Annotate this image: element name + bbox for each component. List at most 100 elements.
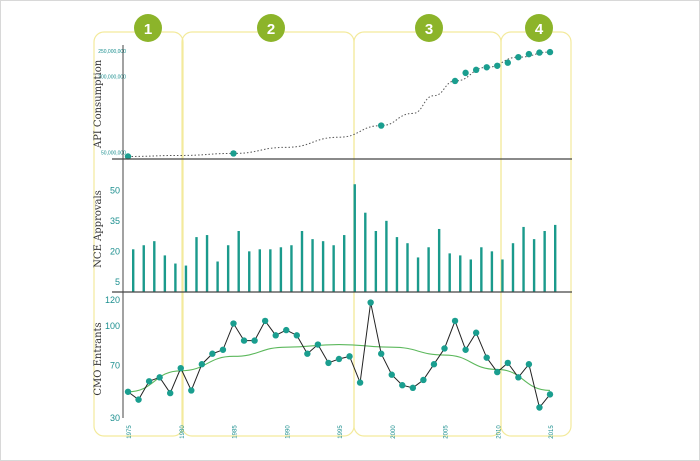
api-point	[536, 49, 543, 56]
cmo-point	[388, 371, 395, 378]
y-axis-label-api: API Consumption	[93, 59, 104, 149]
cmo-point	[293, 332, 300, 339]
phase-region-2	[181, 31, 355, 437]
nce-bar	[163, 255, 167, 292]
cmo-point	[240, 337, 248, 344]
nce-bar	[480, 247, 483, 292]
cmo-point	[536, 404, 543, 411]
cmo-point	[167, 389, 174, 397]
api-point	[124, 153, 132, 160]
cmo-point	[209, 350, 216, 357]
nce-bar	[490, 251, 494, 292]
cmo-point	[230, 320, 237, 327]
nce-bar	[269, 249, 272, 292]
nce-bar	[437, 228, 441, 292]
nce-bar	[543, 231, 546, 292]
cmo-point	[156, 374, 163, 381]
api-point	[494, 62, 501, 69]
api-point	[546, 48, 554, 56]
nce-bar	[522, 226, 525, 292]
api-y-tick: 50,000,000	[101, 150, 126, 156]
cmo-point	[409, 384, 417, 392]
phase-regions	[93, 31, 572, 437]
nce-bar	[279, 247, 283, 292]
phase-badges: 1 2 3 4	[134, 14, 553, 42]
nce-bar	[216, 261, 219, 292]
nce-bar	[469, 259, 472, 292]
nce-bar	[248, 251, 251, 292]
cmo-point	[261, 317, 269, 325]
phase-badge-1	[134, 14, 162, 42]
phase-badge-label-3: 3	[425, 21, 433, 38]
cmo-x-tick: 2005	[444, 425, 450, 439]
cmo-point	[504, 359, 511, 367]
cmo-point	[314, 341, 322, 348]
nce-bar	[448, 253, 451, 292]
cmo-point	[124, 388, 132, 395]
nce-bar	[153, 241, 156, 292]
y-axis-label-cmo: CMO Entrants	[93, 322, 104, 395]
cmo-point	[198, 361, 206, 368]
nce-bar	[132, 249, 135, 292]
nce-bar	[142, 245, 145, 292]
cmo-point	[304, 350, 311, 357]
nce-bar	[554, 224, 557, 292]
cmo-point	[462, 346, 469, 353]
nce-bar	[532, 239, 536, 292]
api-point	[483, 64, 490, 71]
api-consumption-panel: 250,000,000 200,000,000 50,000,000	[98, 48, 554, 160]
nce-bar	[237, 231, 240, 292]
phase-badge-label-2: 2	[267, 21, 275, 38]
cmo-point	[356, 379, 364, 386]
cmo-point	[135, 396, 142, 403]
phase-region-4	[500, 31, 572, 437]
api-point	[378, 122, 385, 129]
nce-y-tick: 20	[110, 246, 120, 256]
cmo-x-tick: 1980	[180, 425, 186, 439]
cmo-point	[188, 387, 195, 394]
api-point	[462, 69, 469, 77]
nce-bar	[205, 235, 209, 292]
cmo-point	[272, 332, 279, 339]
nce-bar	[311, 239, 314, 292]
nce-bar	[511, 243, 515, 292]
cmo-point	[283, 326, 290, 334]
api-y-tick: 250,000,000	[98, 49, 126, 55]
axes	[112, 45, 572, 418]
cmo-point	[378, 350, 385, 357]
cmo-x-tick: 2000	[391, 425, 397, 439]
nce-bar	[364, 212, 367, 292]
cmo-y-tick: 100	[105, 321, 120, 331]
nce-bar	[300, 231, 304, 292]
cmo-point	[472, 329, 480, 336]
cmo-point	[399, 382, 406, 389]
cmo-point	[420, 376, 427, 384]
nce-bar	[184, 265, 188, 292]
phase-badge-label-4: 4	[535, 21, 544, 38]
nce-bar	[374, 231, 378, 292]
cmo-x-tick: 2010	[496, 425, 502, 439]
phase-badge-4	[525, 14, 553, 42]
nce-bar	[395, 237, 399, 292]
cmo-point	[367, 299, 374, 306]
phase-region-1	[93, 31, 184, 437]
api-point	[515, 53, 522, 61]
cmo-x-tick: 2015	[549, 425, 555, 439]
cmo-point	[177, 364, 184, 372]
cmo-point	[145, 378, 153, 385]
cmo-point	[525, 361, 533, 368]
nce-bar	[406, 243, 409, 292]
api-point	[472, 66, 480, 74]
api-point	[451, 77, 459, 85]
nce-bar	[195, 237, 198, 292]
cmo-point	[494, 368, 501, 376]
cmo-point	[546, 391, 554, 398]
api-trend-line	[127, 51, 551, 157]
nce-y-tick: 50	[110, 185, 120, 195]
cmo-trend-curve	[127, 343, 551, 393]
api-point	[230, 150, 237, 157]
nce-bar	[353, 184, 356, 292]
cmo-point	[325, 359, 332, 367]
api-point	[525, 50, 533, 58]
